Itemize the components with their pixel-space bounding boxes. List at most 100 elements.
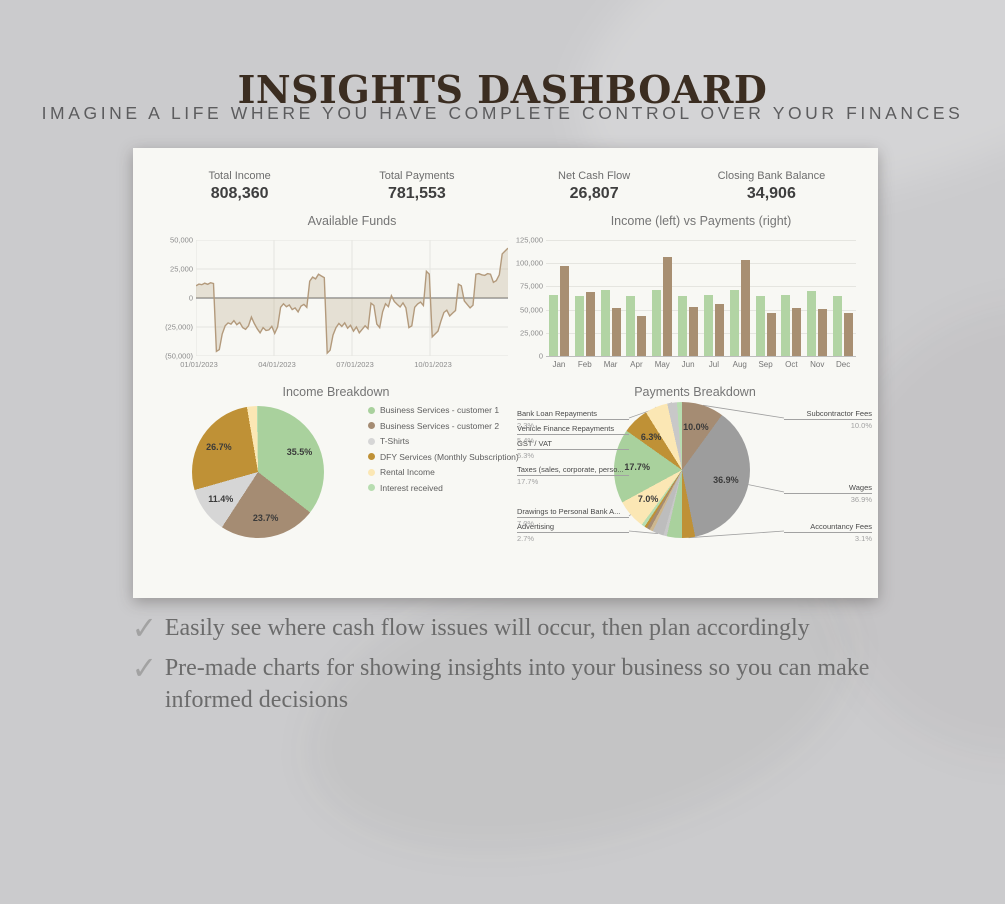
legend-item: Interest received [368, 483, 519, 493]
callout-left: Drawings to Personal Bank A... 7.0% [517, 507, 629, 528]
bar-payments [818, 309, 828, 356]
pie-slice-label: 36.9% [713, 474, 739, 485]
bar-x-tick: Dec [835, 360, 851, 369]
bar-payments [844, 313, 854, 356]
dashboard-card: Total Income 808,360 Total Payments 781,553… [133, 148, 878, 598]
pie-slice-label: 17.7% [624, 462, 650, 473]
legend-item: T-Shirts [368, 436, 519, 446]
chart-title-payments-breakdown: Payments Breakdown [634, 385, 756, 399]
kpi-label: Total Income [208, 170, 271, 182]
legend-dot [368, 422, 375, 429]
callout-pct: 7.0% [517, 519, 535, 528]
area-series [195, 239, 509, 357]
kpi: Total Payments 781,553 [328, 170, 505, 203]
bar-x-tick: May [654, 360, 670, 369]
bar-plot [546, 240, 856, 357]
checkmark-icon: ✓ [131, 609, 158, 647]
area-x-tick: 04/01/2023 [258, 360, 296, 369]
bar-group [546, 240, 572, 356]
bar-group [572, 240, 598, 356]
callout-name: Advertising [517, 522, 629, 533]
bar-payments [559, 266, 569, 356]
legend-label: DFY Services (Monthly Subscription) [380, 451, 519, 462]
income-vs-payments-chart: Income (left) vs Payments (right) 125,00… [516, 214, 870, 380]
callout-left: Bank Loan Repayments 2.3% [517, 409, 629, 430]
bar-gridline [546, 309, 856, 311]
bar-income [574, 296, 584, 356]
area-y-tick: 25,000 [170, 264, 193, 274]
benefit-bullets: ✓ Easily see where cash flow issues will … [131, 609, 881, 725]
area-x-tick: 10/01/2023 [414, 360, 452, 369]
payments-pie [614, 402, 750, 538]
callout-left: Taxes (sales, corporate, perso... 17.7% [517, 465, 629, 486]
bar-income [781, 294, 791, 356]
bar-y-tick: 0 [538, 351, 543, 361]
legend-label: Rental Income [380, 467, 435, 477]
pie-slice-label: 23.7% [252, 512, 279, 523]
bar-payments [714, 304, 724, 356]
bar-x-tick: Mar [603, 360, 618, 369]
callout-name: Wages [784, 483, 872, 494]
bar-gridline [546, 286, 856, 288]
checkmark-icon: ✓ [131, 648, 158, 687]
chart-title-income-breakdown: Income Breakdown [282, 385, 390, 399]
bar-x-tick: Apr [630, 360, 643, 369]
bar-group [623, 240, 649, 356]
callout-name: Accountancy Fees [784, 522, 872, 533]
income-legend: Business Services - customer 1 Business S… [368, 405, 519, 498]
legend-item: Business Services - customer 1 [368, 405, 519, 415]
bar-groups [546, 240, 856, 356]
bar-group [727, 240, 753, 356]
legend-dot [368, 468, 375, 476]
legend-dot [368, 484, 375, 491]
callout-pct: 17.7% [517, 477, 539, 486]
bar-gridline [546, 240, 856, 241]
bar-income [548, 294, 558, 356]
bar-x-tick: Nov [810, 360, 825, 369]
bullet-item: ✓ Pre-made charts for showing insights in… [131, 648, 881, 717]
page-subtitle: IMAGINE A LIFE WHERE YOU HAVE COMPLETE C… [41, 103, 964, 123]
bar-y-tick: 50,000 [520, 305, 543, 315]
bar-income [600, 290, 610, 356]
pie-slice-label: 10.0% [683, 422, 709, 433]
bar-payments [663, 257, 673, 356]
bar-x-tick: Aug [732, 360, 747, 369]
callout-name: Vehicle Finance Repayments [517, 424, 629, 435]
income-pie [192, 406, 324, 538]
bar-group [778, 240, 804, 356]
bar-gridline [546, 332, 856, 334]
callout-right: Subcontractor Fees 10.0% [784, 409, 872, 430]
callout-left: GST / VAT 6.3% [517, 439, 629, 460]
area-x-tick: 07/01/2023 [336, 360, 374, 369]
bullet-item: ✓ Easily see where cash flow issues will … [131, 609, 881, 647]
bar-group [753, 240, 779, 356]
bar-y-tick: 75,000 [520, 281, 543, 291]
callout-pct: 10.0% [850, 421, 872, 430]
bar-payments [637, 315, 647, 356]
kpi-label: Closing Bank Balance [717, 170, 826, 182]
callout-left: Advertising 2.7% [517, 522, 629, 543]
bar-income [703, 294, 713, 356]
callout-left: Vehicle Finance Repayments 5.4% [517, 424, 629, 445]
bar-income [678, 296, 688, 356]
area-y-tick: 50,000 [170, 235, 193, 245]
bar-group [830, 240, 856, 356]
bar-y-tick: 100,000 [515, 258, 543, 268]
callout-name: GST / VAT [517, 439, 629, 450]
area-x-tick: 01/01/2023 [180, 360, 218, 369]
page-title: INSIGHTS DASHBOARD [237, 67, 768, 113]
bar-income [755, 296, 765, 356]
callout-pct: 6.3% [517, 451, 535, 460]
callout-name: Taxes (sales, corporate, perso... [517, 465, 629, 476]
legend-dot [368, 453, 375, 460]
bar-x-tick: Jun [681, 360, 695, 369]
available-funds-chart: Available Funds 50,000 25,000 0 (25,000) (50… [160, 214, 512, 380]
pie-slice-label: 11.4% [208, 494, 234, 505]
kpi-value: 34,906 [746, 185, 796, 202]
callout-pct: 36.9% [850, 495, 872, 504]
area-y-tick: 0 [188, 293, 193, 303]
bar-group [649, 240, 675, 356]
pie-slice-label: 26.7% [206, 442, 232, 453]
bar-x-tick: Feb [577, 360, 592, 369]
callout-right: Accountancy Fees 3.1% [784, 522, 872, 543]
